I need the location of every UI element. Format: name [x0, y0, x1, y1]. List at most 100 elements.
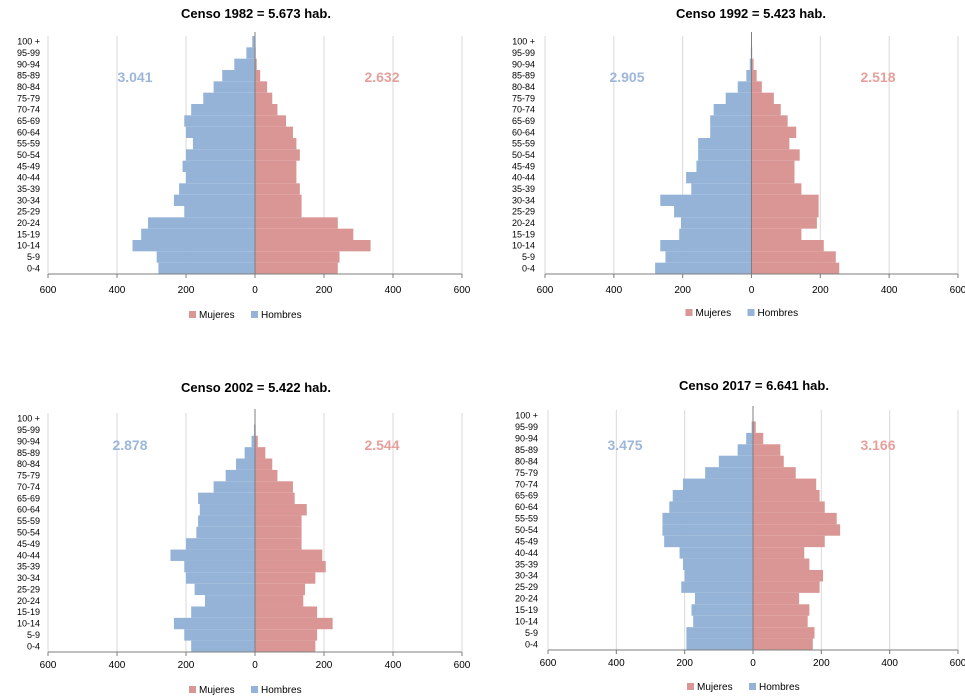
bar-hombres-15-19 — [191, 606, 255, 618]
bar-mujeres-35-39 — [255, 183, 300, 195]
bar-mujeres-75-79 — [753, 467, 796, 479]
category-label: 50-54 — [17, 528, 40, 538]
bar-mujeres-5-9 — [753, 627, 815, 639]
bar-mujeres-65-69 — [255, 492, 295, 505]
category-label: 30-34 — [512, 195, 535, 205]
bar-hombres-35-39 — [682, 558, 753, 570]
x-tick-label: 400 — [881, 285, 898, 296]
bar-mujeres-50-54 — [255, 149, 300, 161]
bar-mujeres-35-39 — [753, 558, 810, 570]
category-label: 85-89 — [512, 71, 535, 81]
bar-mujeres-0-4 — [751, 262, 840, 274]
category-label: 5-9 — [522, 252, 535, 262]
bar-mujeres-10-14 — [753, 615, 808, 628]
bar-mujeres-0-4 — [255, 262, 338, 274]
category-label: 40-44 — [515, 548, 538, 558]
category-label: 90-94 — [515, 434, 538, 444]
x-tick-label: 0 — [750, 658, 756, 669]
hombres-total-label: 3.041 — [117, 69, 152, 85]
category-label: 70-74 — [17, 105, 40, 115]
category-label: 30-34 — [17, 195, 40, 205]
bar-mujeres-55-59 — [255, 515, 302, 527]
pyramid-chart-2: Censo 1992 = 5.423 hab.0-45-910-1415-192… — [512, 6, 965, 319]
category-label: 15-19 — [515, 605, 538, 615]
hombres-total-label: 2.905 — [609, 69, 644, 85]
bar-hombres-30-34 — [173, 194, 255, 206]
bar-mujeres-40-44 — [751, 172, 795, 184]
bar-mujeres-45-49 — [255, 160, 297, 172]
bar-hombres-45-49 — [182, 160, 255, 172]
bar-hombres-70-74 — [713, 104, 752, 116]
bar-mujeres-80-84 — [255, 458, 273, 470]
bar-mujeres-75-79 — [751, 92, 774, 104]
category-label: 80-84 — [17, 82, 40, 92]
bar-mujeres-50-54 — [255, 526, 302, 539]
bar-mujeres-90-94 — [255, 58, 257, 70]
bar-mujeres-75-79 — [255, 92, 273, 104]
bar-mujeres-55-59 — [255, 138, 297, 150]
bar-hombres-5-9 — [156, 251, 255, 263]
bar-hombres-5-9 — [686, 627, 753, 639]
category-label: 85-89 — [17, 71, 40, 81]
mujeres-total-label: 2.632 — [364, 69, 399, 85]
category-label: 35-39 — [512, 184, 535, 194]
bar-hombres-65-69 — [710, 115, 752, 127]
bar-hombres-85-89 — [746, 70, 752, 82]
bar-mujeres-90-94 — [255, 435, 258, 448]
bar-hombres-65-69 — [184, 115, 255, 127]
x-tick-label: 200 — [676, 658, 693, 669]
category-label: 25-29 — [515, 582, 538, 592]
bar-mujeres-40-44 — [753, 547, 805, 559]
bar-mujeres-5-9 — [255, 629, 318, 641]
bar-hombres-10-14 — [660, 240, 752, 252]
category-label: 55-59 — [17, 139, 40, 149]
bar-mujeres-75-79 — [255, 469, 278, 482]
category-label: 80-84 — [17, 459, 40, 469]
bar-mujeres-85-89 — [255, 70, 261, 82]
bar-mujeres-65-69 — [255, 115, 287, 127]
category-label: 55-59 — [17, 516, 40, 526]
bar-hombres-30-34 — [684, 570, 753, 582]
category-label: 80-84 — [512, 82, 535, 92]
bar-mujeres-60-64 — [753, 501, 825, 513]
category-label: 5-9 — [27, 630, 40, 640]
bar-mujeres-25-29 — [751, 206, 819, 218]
legend: Mujeres Hombres — [685, 308, 798, 319]
bar-hombres-20-24 — [680, 217, 752, 229]
legend-swatch-hombres — [251, 311, 258, 318]
bar-hombres-40-44 — [186, 172, 255, 184]
bar-mujeres-20-24 — [255, 217, 338, 229]
bar-mujeres-30-34 — [255, 572, 316, 584]
legend-label-hombres: Hombres — [261, 310, 302, 321]
bar-hombres-55-59 — [698, 138, 752, 150]
category-label: 100 + — [17, 37, 40, 47]
x-tick-label: 200 — [316, 660, 333, 671]
category-label: 45-49 — [515, 536, 538, 546]
x-tick-label: 400 — [608, 658, 625, 669]
x-tick-label: 400 — [605, 285, 622, 296]
category-label: 35-39 — [515, 559, 538, 569]
category-label: 50-54 — [515, 525, 538, 535]
bar-hombres-65-69 — [672, 490, 753, 502]
bar-hombres-15-19 — [679, 228, 752, 240]
category-label: 75-79 — [512, 93, 535, 103]
bar-hombres-90-94 — [251, 435, 255, 448]
bar-hombres-50-54 — [196, 526, 255, 539]
category-label: 75-79 — [17, 471, 40, 481]
bar-mujeres-60-64 — [255, 504, 307, 516]
bar-mujeres-25-29 — [255, 206, 302, 218]
x-tick-label: 400 — [881, 658, 898, 669]
bar-mujeres-30-34 — [255, 194, 302, 206]
bar-hombres-0-4 — [158, 262, 255, 274]
bar-mujeres-35-39 — [255, 560, 326, 573]
bar-hombres-90-94 — [749, 58, 752, 70]
category-label: 0-4 — [525, 639, 538, 649]
mujeres-total-label: 3.166 — [860, 437, 895, 453]
category-label: 45-49 — [17, 161, 40, 171]
category-label: 25-29 — [17, 584, 40, 594]
bar-mujeres-70-74 — [753, 478, 817, 490]
bar-hombres-50-54 — [698, 149, 752, 161]
bar-mujeres-60-64 — [751, 126, 797, 138]
x-tick-label: 600 — [950, 658, 965, 669]
mujeres-total-label: 2.518 — [860, 69, 895, 85]
